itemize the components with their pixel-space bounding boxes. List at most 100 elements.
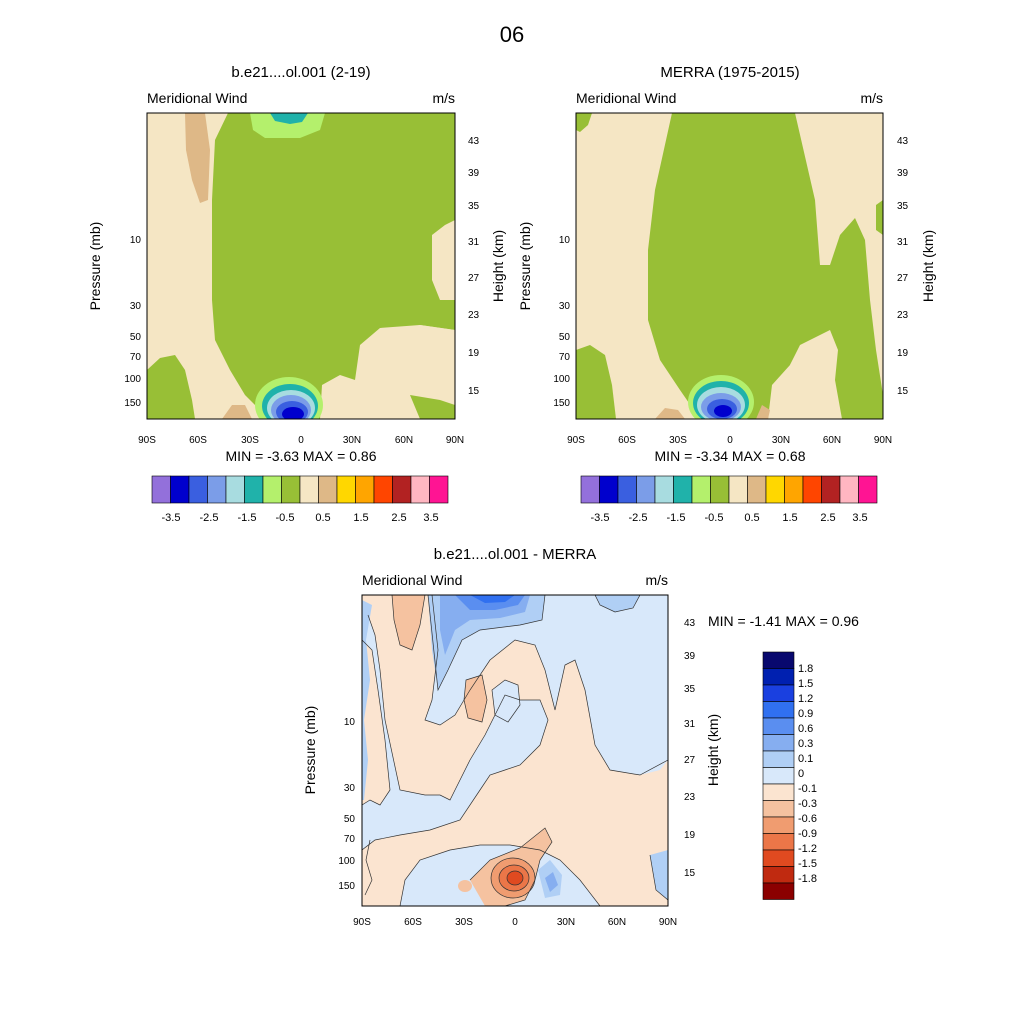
colorbar-tick: -0.3 (798, 798, 817, 810)
colorbar-tick: 1.5 (782, 512, 797, 524)
pressure-tick: 70 (130, 352, 142, 363)
panel-model-x-ticks: 90S 60S 30S 0 30N 60N 90N (138, 435, 464, 446)
panel-merra-ylabel: Pressure (mb) (517, 222, 533, 311)
pressure-tick: 10 (344, 717, 356, 728)
height-tick: 31 (684, 719, 696, 730)
panel-model-stats: MIN = -3.63 MAX = 0.86 (226, 448, 377, 464)
colorbar-cell (762, 866, 795, 884)
x-tick: 60N (395, 435, 413, 446)
x-tick: 60N (608, 917, 626, 928)
colorbar-cell (673, 475, 693, 504)
figure-title: 06 (500, 22, 524, 47)
x-tick: 30S (241, 435, 259, 446)
pressure-tick: 50 (559, 332, 571, 343)
colorbar-cell (244, 475, 264, 504)
x-tick: 60S (189, 435, 207, 446)
panel-difference-height-ticks: 43 39 35 31 27 23 19 15 (684, 618, 696, 879)
panel-merra-pressure-ticks: 10 30 50 70 100 150 (553, 235, 570, 409)
x-tick: 0 (298, 435, 304, 446)
colorbar-tick: 0.5 (315, 512, 330, 524)
pressure-tick: 10 (130, 235, 142, 246)
colorbar-tick: 1.5 (353, 512, 368, 524)
colorbar-tick: 1.8 (798, 663, 813, 675)
colorbar-cell (429, 475, 449, 504)
panel-difference-units-label: m/s (645, 572, 668, 588)
panel-difference-stats: MIN = -1.41 MAX = 0.96 (708, 613, 859, 629)
panel-model-colorbar: -3.5 -2.5 -1.5 -0.5 0.5 1.5 2.5 3.5 (151, 475, 449, 524)
height-tick: 31 (468, 237, 480, 248)
panel-model-contour-field (147, 113, 455, 419)
height-tick: 31 (897, 237, 909, 248)
colorbar-tick: -3.5 (162, 512, 181, 524)
panel-difference-y2label: Height (km) (705, 714, 721, 786)
pressure-tick: 10 (559, 235, 571, 246)
panel-model: b.e21....ol.001 (2-19) Meridional Wind m… (87, 64, 506, 524)
colorbar-cell (858, 475, 878, 504)
panel-merra-stats: MIN = -3.34 MAX = 0.68 (655, 448, 806, 464)
pressure-tick: 150 (553, 398, 570, 409)
x-tick: 60S (618, 435, 636, 446)
height-tick: 43 (897, 136, 909, 147)
panel-model-title: b.e21....ol.001 (2-19) (231, 64, 370, 81)
height-tick: 27 (684, 755, 696, 766)
panel-merra-variable-label: Meridional Wind (576, 90, 676, 106)
x-tick: 60N (823, 435, 841, 446)
colorbar-cell (728, 475, 748, 504)
colorbar-cell (355, 475, 375, 504)
colorbar-cell (188, 475, 208, 504)
panel-merra-title: MERRA (1975-2015) (660, 64, 799, 81)
colorbar-tick: 0.9 (798, 708, 813, 720)
colorbar-cell (281, 475, 301, 504)
colorbar-cell (170, 475, 190, 504)
height-tick: 43 (684, 618, 696, 629)
height-tick: 23 (468, 310, 480, 321)
colorbar-cell (784, 475, 804, 504)
colorbar-cell (225, 475, 245, 504)
colorbar-cell (762, 849, 795, 867)
colorbar-cell (599, 475, 619, 504)
panel-merra-x-ticks: 90S 60S 30S 0 30N 60N 90N (567, 435, 892, 446)
colorbar-tick: 1.2 (798, 693, 813, 705)
colorbar-cell (207, 475, 227, 504)
colorbar-cell (762, 882, 795, 900)
colorbar-tick: -1.5 (798, 858, 817, 870)
x-tick: 90S (353, 917, 371, 928)
colorbar-cell (747, 475, 767, 504)
pressure-tick: 50 (130, 332, 142, 343)
colorbar-tick: -1.5 (238, 512, 257, 524)
x-tick: 90N (659, 917, 677, 928)
pressure-tick: 150 (338, 881, 355, 892)
colorbar-cell (580, 475, 600, 504)
colorbar-cell (821, 475, 841, 504)
colorbar-tick: 2.5 (820, 512, 835, 524)
height-tick: 35 (897, 201, 909, 212)
height-tick: 35 (684, 684, 696, 695)
colorbar-cell (765, 475, 785, 504)
colorbar-tick: -1.8 (798, 873, 817, 885)
x-tick: 60S (404, 917, 422, 928)
colorbar-cell (762, 668, 795, 686)
pressure-tick: 30 (130, 301, 142, 312)
x-tick: 0 (727, 435, 733, 446)
panel-model-y2label: Height (km) (490, 230, 506, 302)
colorbar-tick: -1.5 (667, 512, 686, 524)
panel-merra-height-ticks: 43 39 35 31 27 23 19 15 (897, 136, 909, 397)
panel-merra: MERRA (1975-2015) Meridional Wind m/s Pr… (517, 64, 936, 524)
colorbar-cell (762, 833, 795, 851)
colorbar-tick: -0.5 (705, 512, 724, 524)
colorbar-cell (636, 475, 656, 504)
pressure-tick: 100 (553, 374, 570, 385)
colorbar-tick: -0.9 (798, 828, 817, 840)
height-tick: 35 (468, 201, 480, 212)
colorbar-tick: -3.5 (591, 512, 610, 524)
height-tick: 19 (684, 830, 696, 841)
panel-difference-contour-field (362, 595, 668, 906)
x-tick: 90S (567, 435, 585, 446)
height-tick: 23 (897, 310, 909, 321)
colorbar-cell (617, 475, 637, 504)
colorbar-cell (373, 475, 393, 504)
panel-difference: b.e21....ol.001 - MERRA Meridional Wind … (302, 546, 859, 928)
pressure-tick: 100 (124, 374, 141, 385)
panel-merra-y2label: Height (km) (920, 230, 936, 302)
colorbar-cell (762, 816, 795, 834)
